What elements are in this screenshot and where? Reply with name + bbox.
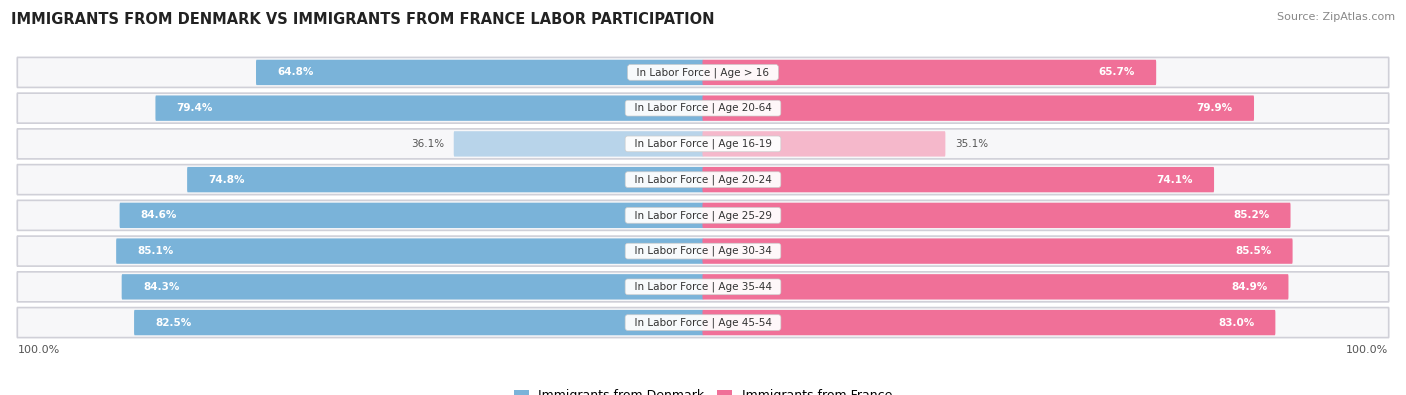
Text: In Labor Force | Age > 16: In Labor Force | Age > 16 [630, 67, 776, 78]
Text: In Labor Force | Age 20-64: In Labor Force | Age 20-64 [628, 103, 778, 113]
Text: 83.0%: 83.0% [1218, 318, 1254, 327]
FancyBboxPatch shape [17, 93, 1389, 123]
Text: 74.1%: 74.1% [1156, 175, 1192, 184]
FancyBboxPatch shape [17, 165, 1389, 195]
FancyBboxPatch shape [17, 308, 1389, 338]
Text: 85.2%: 85.2% [1233, 211, 1270, 220]
Text: 100.0%: 100.0% [1347, 345, 1389, 355]
FancyBboxPatch shape [134, 310, 703, 335]
Text: 84.9%: 84.9% [1232, 282, 1267, 292]
Text: In Labor Force | Age 45-54: In Labor Force | Age 45-54 [627, 317, 779, 328]
FancyBboxPatch shape [187, 167, 703, 192]
FancyBboxPatch shape [703, 60, 1156, 85]
FancyBboxPatch shape [17, 57, 1389, 87]
Legend: Immigrants from Denmark, Immigrants from France: Immigrants from Denmark, Immigrants from… [509, 384, 897, 395]
FancyBboxPatch shape [703, 203, 1291, 228]
FancyBboxPatch shape [17, 272, 1389, 302]
Text: Source: ZipAtlas.com: Source: ZipAtlas.com [1277, 12, 1395, 22]
FancyBboxPatch shape [17, 129, 1389, 159]
FancyBboxPatch shape [703, 167, 1213, 192]
Text: 36.1%: 36.1% [411, 139, 444, 149]
Text: 79.4%: 79.4% [177, 103, 214, 113]
Text: 84.3%: 84.3% [143, 282, 180, 292]
FancyBboxPatch shape [17, 200, 1389, 230]
FancyBboxPatch shape [122, 274, 703, 299]
FancyBboxPatch shape [17, 236, 1389, 266]
Text: 65.7%: 65.7% [1098, 68, 1135, 77]
FancyBboxPatch shape [703, 239, 1292, 264]
Text: 84.6%: 84.6% [141, 211, 177, 220]
FancyBboxPatch shape [156, 96, 703, 121]
Text: 74.8%: 74.8% [208, 175, 245, 184]
FancyBboxPatch shape [454, 131, 703, 156]
Text: 85.5%: 85.5% [1234, 246, 1271, 256]
Text: 85.1%: 85.1% [138, 246, 173, 256]
Text: 64.8%: 64.8% [277, 68, 314, 77]
FancyBboxPatch shape [703, 310, 1275, 335]
FancyBboxPatch shape [703, 131, 945, 156]
FancyBboxPatch shape [120, 203, 703, 228]
FancyBboxPatch shape [703, 274, 1288, 299]
Text: IMMIGRANTS FROM DENMARK VS IMMIGRANTS FROM FRANCE LABOR PARTICIPATION: IMMIGRANTS FROM DENMARK VS IMMIGRANTS FR… [11, 12, 714, 27]
FancyBboxPatch shape [117, 239, 703, 264]
Text: In Labor Force | Age 25-29: In Labor Force | Age 25-29 [627, 210, 779, 221]
Text: 79.9%: 79.9% [1197, 103, 1233, 113]
Text: In Labor Force | Age 35-44: In Labor Force | Age 35-44 [627, 282, 779, 292]
Text: In Labor Force | Age 20-24: In Labor Force | Age 20-24 [628, 174, 778, 185]
FancyBboxPatch shape [256, 60, 703, 85]
Text: In Labor Force | Age 16-19: In Labor Force | Age 16-19 [627, 139, 779, 149]
Text: 82.5%: 82.5% [155, 318, 191, 327]
Text: 100.0%: 100.0% [17, 345, 59, 355]
FancyBboxPatch shape [703, 96, 1254, 121]
Text: In Labor Force | Age 30-34: In Labor Force | Age 30-34 [628, 246, 778, 256]
Text: 35.1%: 35.1% [955, 139, 988, 149]
